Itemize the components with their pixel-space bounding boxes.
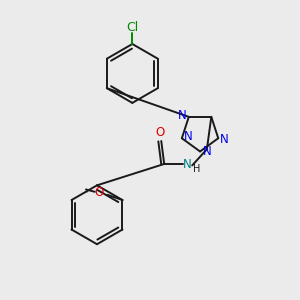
Text: N: N: [184, 130, 193, 143]
Text: N: N: [178, 109, 187, 122]
Text: N: N: [203, 145, 212, 158]
Text: O: O: [156, 126, 165, 139]
Text: Cl: Cl: [126, 21, 139, 34]
Text: H: H: [193, 164, 200, 174]
Text: N: N: [220, 133, 229, 146]
Text: N: N: [182, 158, 191, 171]
Text: O: O: [94, 186, 104, 199]
Text: methoxy: methoxy: [83, 192, 89, 193]
